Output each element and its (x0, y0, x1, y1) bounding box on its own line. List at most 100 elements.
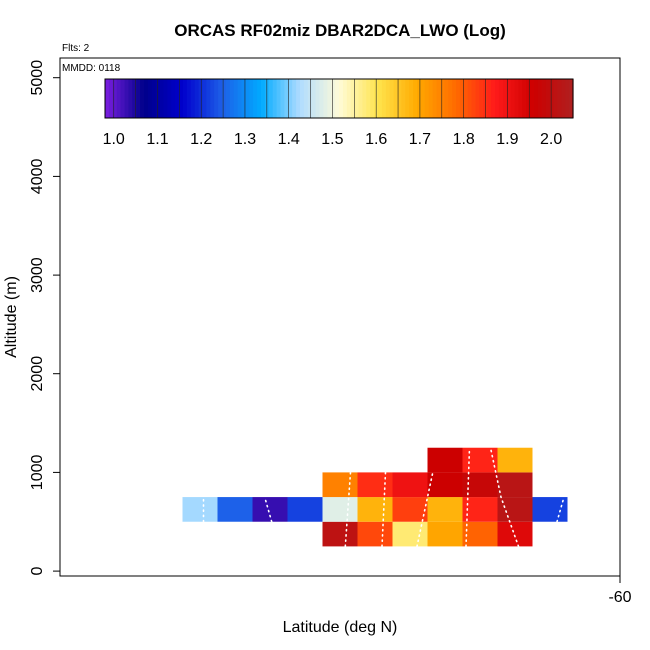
colorbar-segment (553, 79, 558, 118)
colorbar-segment (292, 79, 297, 118)
colorbar-segment (194, 79, 200, 118)
colorbar-segment (253, 79, 258, 118)
colorbar-segment (167, 79, 172, 118)
colorbar-segment (171, 79, 176, 118)
colorbar-segment (179, 79, 184, 118)
colorbar-segment (132, 79, 137, 118)
colorbar-segment (108, 79, 114, 118)
colorbar-segment (561, 79, 566, 118)
colorbar-segment (389, 79, 395, 118)
colorbar-segment (381, 79, 387, 118)
y-tick-label: 3000 (29, 257, 46, 293)
colorbar-segment (475, 79, 480, 118)
colorbar-segment (424, 79, 430, 118)
heatmap-cell (322, 521, 358, 547)
flight-track-line (381, 471, 387, 548)
heatmap-cells (182, 447, 568, 547)
colorbar-tick-label: 1.6 (365, 131, 387, 148)
colorbar-segment (272, 79, 278, 118)
colorbar-tick-label: 1.1 (146, 131, 168, 148)
x-axis-label: Latitude (deg N) (283, 619, 398, 636)
colorbar-segment (210, 79, 215, 118)
colorbar-segment (303, 79, 309, 118)
colorbar-segment (315, 79, 321, 118)
colorbar (104, 78, 574, 119)
colorbar-segment (456, 79, 461, 118)
colorbar-segment (342, 79, 348, 118)
heatmap-cell (217, 497, 253, 522)
colorbar-segment (163, 79, 168, 118)
colorbar-segment (491, 79, 496, 118)
heatmap-cell (287, 497, 323, 522)
colorbar-segment (479, 79, 484, 118)
colorbar-segment (198, 79, 204, 118)
colorbar-segment (183, 79, 188, 118)
y-axis-label: Altitude (m) (3, 276, 20, 358)
colorbar-segment (518, 79, 523, 118)
colorbar-segment (346, 79, 352, 118)
heatmap-cell (462, 447, 498, 473)
colorbar-segment (214, 79, 219, 118)
colorbar-segment (245, 79, 250, 118)
y-tick-label: 2000 (29, 356, 46, 392)
colorbar-segment (323, 79, 328, 118)
heatmap-cell (427, 497, 463, 522)
colorbar-segment (463, 79, 469, 118)
colorbar-segment (393, 79, 399, 118)
heatmap-cell (497, 521, 533, 547)
colorbar-segment (237, 79, 243, 118)
colorbar-segment (506, 79, 512, 118)
colorbar-segment (459, 79, 465, 118)
flight-track-line (344, 471, 352, 548)
colorbar-segment (159, 79, 165, 118)
colorbar-segment (444, 79, 449, 118)
flight-track-line (465, 446, 471, 548)
colorbar-segment (436, 79, 441, 118)
colorbar-segment (502, 79, 508, 118)
colorbar-ticks: 1.0 1.1 1.2 1.3 1.4 1.5 1.6 1.7 1.8 1.9 2.0 (103, 131, 563, 148)
heatmap-cell (462, 497, 498, 522)
colorbar-segment (354, 79, 360, 118)
colorbar-segment (175, 79, 180, 118)
heatmap-cell (357, 472, 393, 498)
colorbar-segment (420, 79, 426, 118)
colorbar-segment (545, 79, 551, 118)
colorbar-tick-label: 2.0 (540, 131, 562, 148)
colorbar-segment (327, 79, 332, 118)
colorbar-tick-label: 1.3 (234, 131, 256, 148)
heatmap-cell (182, 497, 218, 522)
heatmap-cell (392, 497, 428, 522)
colorbar-segment (218, 79, 223, 118)
colorbar-segment (498, 79, 504, 118)
heatmap-cell (427, 447, 463, 473)
colorbar-segment (296, 79, 301, 118)
x-tick-label: -60 (608, 589, 631, 606)
colorbar-segment (268, 79, 274, 118)
heatmap-cell (532, 497, 568, 522)
colorbar-segment (487, 79, 492, 118)
colorbar-segment (202, 79, 207, 118)
colorbar-segment (276, 79, 282, 118)
flights-label: Flts: 2 (62, 43, 90, 54)
colorbar-segment (116, 79, 122, 118)
colorbar-segment (440, 79, 445, 118)
heatmap-cell (497, 447, 533, 473)
colorbar-segment (537, 79, 543, 118)
colorbar-segment (319, 79, 324, 118)
colorbar-segment (105, 79, 110, 118)
colorbar-segment (225, 79, 231, 118)
colorbar-segment (229, 79, 235, 118)
colorbar-segment (510, 79, 516, 118)
heatmap-cell (322, 497, 358, 522)
colorbar-segment (284, 79, 289, 118)
colorbar-segment (350, 79, 356, 118)
colorbar-segment (448, 79, 453, 118)
heatmap-cell (392, 472, 428, 498)
colorbar-segment (428, 79, 434, 118)
colorbar-tick-label: 1.7 (409, 131, 431, 148)
colorbar-segment (541, 79, 547, 118)
colorbar-segment (151, 79, 157, 118)
colorbar-segment (233, 79, 239, 118)
flight-track-line (263, 496, 273, 523)
y-tick-label: 4000 (29, 159, 46, 195)
